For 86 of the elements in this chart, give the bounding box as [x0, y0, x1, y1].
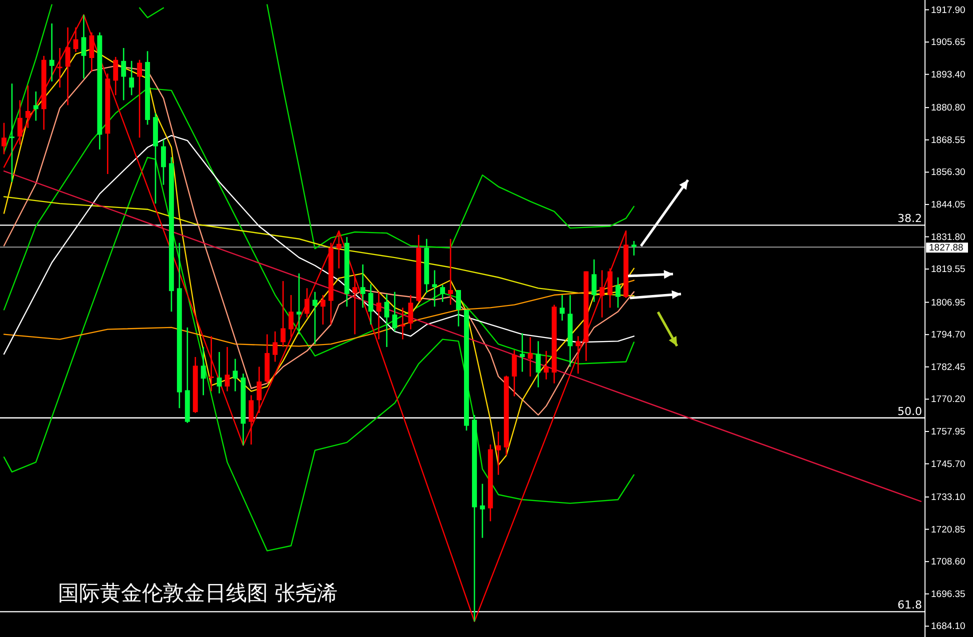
- candlestick: [208, 336, 214, 392]
- candlestick: [25, 84, 30, 129]
- candlestick: [320, 294, 326, 326]
- candlestick: [9, 82, 14, 183]
- candlestick: [200, 346, 206, 396]
- candlestick: [432, 270, 438, 308]
- candlestick: [360, 264, 366, 308]
- candlestick: [608, 268, 612, 308]
- line-series: [3, 156, 635, 552]
- candlestick: [57, 47, 62, 88]
- y-tick-label: 1733.10: [931, 492, 966, 503]
- candlestick: [456, 289, 461, 328]
- candlestick: [384, 293, 390, 348]
- annotation: 61.8: [898, 598, 922, 612]
- y-tick-label: 1880.80: [931, 102, 966, 114]
- y-tick-label: 1868.55: [931, 134, 966, 146]
- y-tick-label: 1844.05: [931, 199, 966, 210]
- ref-line-label: 1827.88: [929, 242, 964, 254]
- candlestick: [49, 22, 54, 82]
- candlestick: [272, 330, 278, 362]
- y-tick-label: 1757.95: [931, 426, 966, 438]
- candlestick: [631, 240, 636, 256]
- candlestick: [296, 272, 302, 335]
- line-series: [3, 4, 52, 153]
- candlestick: [129, 60, 134, 96]
- y-tick-label: 1708.60: [931, 556, 966, 568]
- candlestick: [65, 26, 70, 106]
- line-series: [3, 88, 635, 364]
- candlestick: [2, 122, 6, 155]
- candlestick: [89, 32, 94, 72]
- candlestick: [216, 351, 222, 394]
- candlestick: [256, 366, 262, 414]
- y-tick-label: 1806.95: [931, 297, 966, 308]
- y-tick-label: 1893.40: [931, 69, 966, 80]
- y-tick-label: 1720.85: [931, 524, 966, 536]
- candlestick: [400, 307, 406, 340]
- candlestick: [440, 284, 446, 303]
- candlestick: [121, 47, 126, 101]
- y-tick-label: 1819.55: [931, 264, 966, 276]
- candlestick: [248, 394, 254, 446]
- candlestick: [161, 138, 166, 186]
- candlestick: [544, 350, 549, 380]
- candlestick: [592, 258, 597, 303]
- candlestick: [224, 346, 230, 392]
- candlestick: [480, 483, 485, 539]
- y-tick-label: 1684.10: [931, 621, 966, 632]
- candlestick: [137, 59, 142, 138]
- candlestick: [376, 291, 382, 340]
- candlestick: [536, 340, 541, 388]
- y-tick-label: 1831.80: [931, 232, 966, 243]
- y-tick-label: 1696.35: [931, 588, 966, 600]
- candlestick: [312, 291, 318, 345]
- line-series: [3, 196, 635, 296]
- y-tick-label: 1917.90: [931, 4, 966, 16]
- candlestick: [496, 430, 501, 476]
- candlestick: [113, 56, 118, 96]
- candlestick: [512, 349, 517, 397]
- annotation: 50.0: [898, 404, 922, 418]
- candlestick: [560, 294, 565, 322]
- y-tick-label: 1905.65: [931, 37, 966, 48]
- candlestick: [616, 276, 620, 308]
- candlestick: [336, 230, 342, 270]
- candlestick: [408, 294, 414, 330]
- candlestick: [448, 238, 454, 306]
- candlestick: [600, 270, 605, 318]
- candlestick: [232, 358, 238, 392]
- y-tick-label: 1794.70: [931, 330, 966, 341]
- y-tick-label: 1782.45: [931, 362, 966, 373]
- candlestick: [288, 294, 294, 338]
- candlestick: [528, 336, 533, 378]
- y-tick-label: 1745.70: [931, 458, 966, 470]
- line-series: [266, 4, 635, 250]
- candlestick: [520, 332, 525, 372]
- candlestick: [368, 284, 374, 326]
- text: 国际黄金伦敦金日线图 张尧浠: [58, 581, 338, 605]
- y-tick-label: 1856.30: [931, 167, 966, 178]
- annotation: 38.2: [898, 212, 922, 226]
- candlestick: [576, 336, 581, 374]
- candlestick: [17, 100, 22, 146]
- y-tick-label: 1770.20: [931, 394, 966, 406]
- candlestick: [352, 274, 358, 335]
- candlestick: [280, 280, 286, 348]
- candlestick: [304, 288, 310, 318]
- candlestick: [392, 291, 398, 332]
- candlestick: [81, 14, 86, 80]
- candlestick: [33, 90, 38, 122]
